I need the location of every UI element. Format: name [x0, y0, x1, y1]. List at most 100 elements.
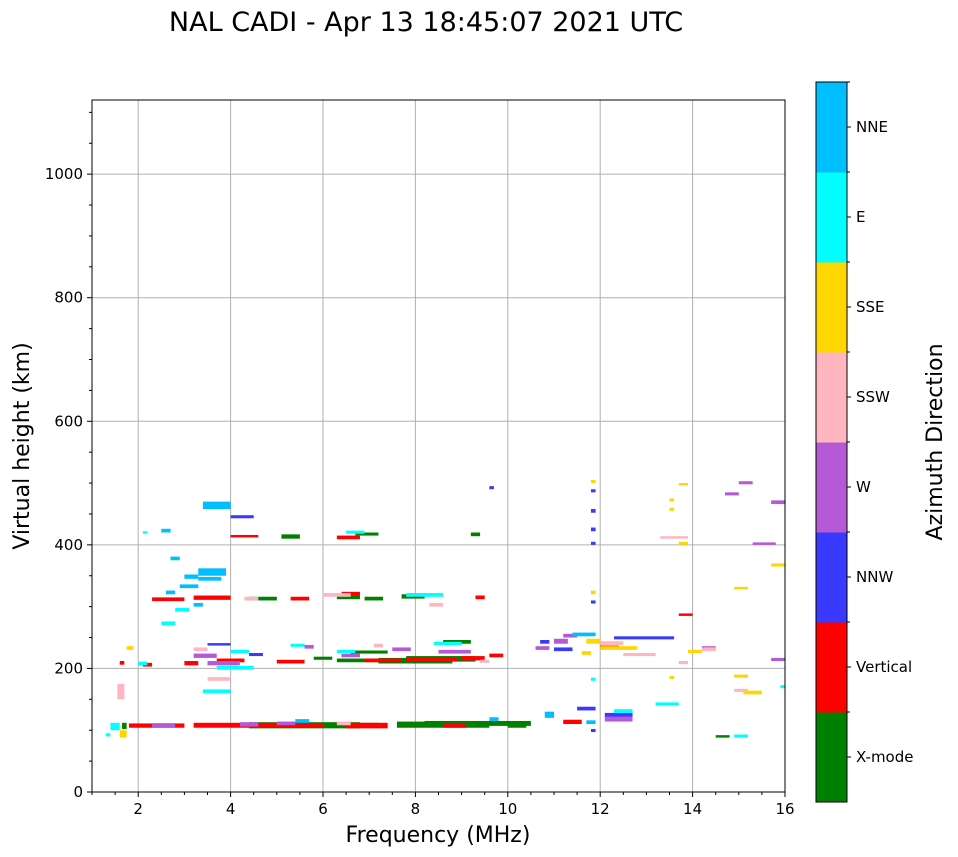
x-tick-label: 14 — [683, 800, 702, 818]
data-point — [179, 584, 199, 589]
data-point — [563, 719, 582, 725]
data-point — [207, 661, 240, 666]
data-point — [350, 650, 388, 654]
colorbar-segment — [816, 532, 847, 623]
colorbar-segment — [816, 712, 847, 803]
data-point — [373, 643, 384, 648]
x-tick-label: 16 — [775, 800, 794, 818]
colorbar: X-mode Vertical NNW W SSW SSE E NNE — [815, 81, 913, 803]
data-point — [336, 721, 351, 726]
data-point — [110, 722, 120, 731]
data-point — [304, 644, 314, 649]
data-point — [678, 541, 688, 545]
data-point — [126, 646, 134, 650]
data-point — [276, 659, 305, 664]
colorbar-tick-label: SSE — [856, 298, 885, 316]
data-point — [535, 646, 550, 650]
colorbar-segment — [816, 172, 847, 263]
data-point — [336, 535, 360, 540]
data-point — [152, 724, 176, 728]
x-tick-label: 4 — [226, 800, 236, 818]
data-point — [752, 542, 776, 545]
data-point — [581, 651, 591, 655]
data-point — [572, 632, 596, 637]
data-point — [341, 653, 360, 658]
data-point — [355, 532, 379, 536]
data-point — [239, 722, 259, 727]
colorbar-tick-label: E — [856, 208, 865, 226]
data-point — [678, 483, 688, 486]
data-point — [406, 593, 444, 597]
data-point — [152, 597, 185, 602]
data-point — [590, 728, 596, 733]
data-point — [216, 658, 245, 663]
series-sse — [119, 479, 785, 738]
data-point — [202, 501, 231, 510]
data-point — [207, 677, 231, 681]
grid — [92, 100, 786, 793]
data-point — [734, 734, 749, 738]
data-point — [119, 661, 125, 665]
data-point — [119, 730, 127, 738]
data-point — [590, 590, 596, 595]
y-tick-label: 600 — [54, 412, 83, 430]
data-point — [313, 656, 333, 660]
data-point — [392, 647, 411, 652]
data-point — [687, 649, 702, 653]
data-point — [170, 556, 180, 561]
data-point — [216, 665, 254, 670]
data-point — [590, 677, 596, 681]
y-axis-ticks: 0 200 400 600 800 1000 — [45, 111, 92, 801]
y-tick-label: 1000 — [45, 165, 83, 183]
data-point — [586, 720, 596, 725]
data-point — [198, 568, 226, 576]
data-point — [678, 613, 693, 616]
data-point — [771, 563, 785, 567]
colorbar-tick-label: Vertical — [856, 658, 912, 676]
data-point — [341, 591, 360, 596]
data-point — [738, 481, 753, 485]
data-point — [184, 574, 199, 579]
colorbar-tick-label: X-mode — [856, 748, 913, 766]
data-point — [290, 596, 310, 601]
x-tick-label: 12 — [591, 800, 610, 818]
y-tick-label: 200 — [54, 659, 83, 677]
colorbar-segment — [816, 262, 847, 353]
y-axis-label: Virtual height (km) — [10, 342, 35, 549]
data-point — [249, 596, 277, 601]
data-point — [734, 688, 749, 692]
data-point — [161, 621, 176, 626]
data-point — [276, 721, 296, 726]
data-point — [193, 602, 203, 607]
data-point — [743, 690, 762, 695]
series-ssw — [117, 536, 749, 726]
data-point — [507, 723, 527, 728]
colorbar-tick-label: NNE — [856, 118, 888, 136]
y-tick-label: 0 — [73, 783, 83, 801]
data-point — [202, 689, 231, 694]
data-marks — [105, 479, 785, 738]
data-point — [678, 661, 688, 665]
data-point — [105, 733, 111, 737]
data-point — [161, 528, 171, 533]
colorbar-label: Azimuth Direction — [923, 343, 948, 540]
data-point — [470, 532, 481, 537]
x-tick-label: 10 — [498, 800, 517, 818]
data-point — [364, 596, 384, 601]
data-point — [577, 706, 596, 711]
data-point — [323, 593, 351, 597]
data-point — [429, 602, 444, 607]
data-point — [281, 534, 300, 539]
data-point — [590, 479, 596, 484]
colorbar-segment — [816, 82, 847, 173]
colorbar-tick-label: W — [856, 478, 871, 496]
data-point — [142, 531, 148, 534]
data-point — [117, 683, 125, 700]
plot-area — [92, 100, 785, 792]
data-point — [489, 653, 504, 658]
data-point — [433, 641, 462, 645]
data-point — [604, 712, 633, 718]
data-point — [175, 607, 190, 612]
y-tick-label: 800 — [54, 289, 83, 307]
